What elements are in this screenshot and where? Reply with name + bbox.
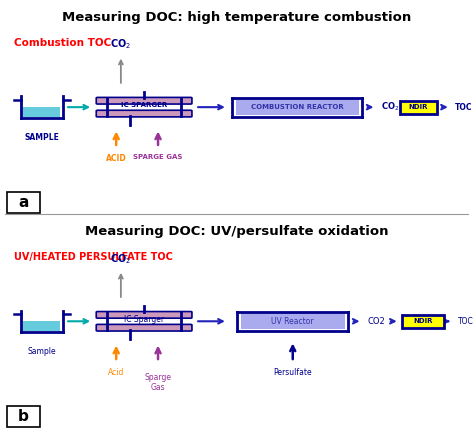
Text: CO2: CO2 [367,317,385,326]
Text: Acid: Acid [108,368,124,378]
Text: Combustion TOC: Combustion TOC [14,38,111,48]
Text: IC SPARGER: IC SPARGER [121,102,167,108]
Text: UV Reactor: UV Reactor [272,317,314,326]
Text: UV/HEATED PERSULFATE TOC: UV/HEATED PERSULFATE TOC [14,252,173,262]
Text: NDIR: NDIR [413,318,433,324]
FancyBboxPatch shape [96,324,192,331]
Bar [400,101,437,114]
Bar [7,406,39,427]
Text: Persulfate: Persulfate [273,368,312,378]
Text: IC Sparger: IC Sparger [124,315,164,324]
Bar [23,321,61,331]
FancyBboxPatch shape [96,312,192,318]
FancyBboxPatch shape [96,110,192,117]
Text: NDIR: NDIR [409,104,428,110]
Text: b: b [18,409,29,424]
Text: Sample: Sample [27,347,56,356]
Bar [241,313,345,329]
Text: CO$_2$: CO$_2$ [110,252,131,266]
Text: a: a [18,195,28,210]
Text: TOC: TOC [456,103,473,111]
Text: TOC: TOC [457,317,474,326]
Text: CO$_2$: CO$_2$ [381,101,400,114]
Text: ACID: ACID [106,154,127,163]
Bar [236,99,359,115]
Text: SAMPLE: SAMPLE [25,133,59,142]
Text: Sparge
Gas: Sparge Gas [145,373,172,392]
Text: CO$_2$: CO$_2$ [110,38,131,52]
Text: SPARGE GAS: SPARGE GAS [133,154,182,160]
FancyBboxPatch shape [96,97,192,104]
Text: COMBUSTION REACTOR: COMBUSTION REACTOR [251,104,344,110]
Text: Measuring DOC: UV/persulfate oxidation: Measuring DOC: UV/persulfate oxidation [85,225,389,238]
Bar [402,315,444,328]
Bar [7,192,39,213]
Text: Measuring DOC: high temperature combustion: Measuring DOC: high temperature combusti… [63,11,411,24]
Bar [23,107,61,117]
